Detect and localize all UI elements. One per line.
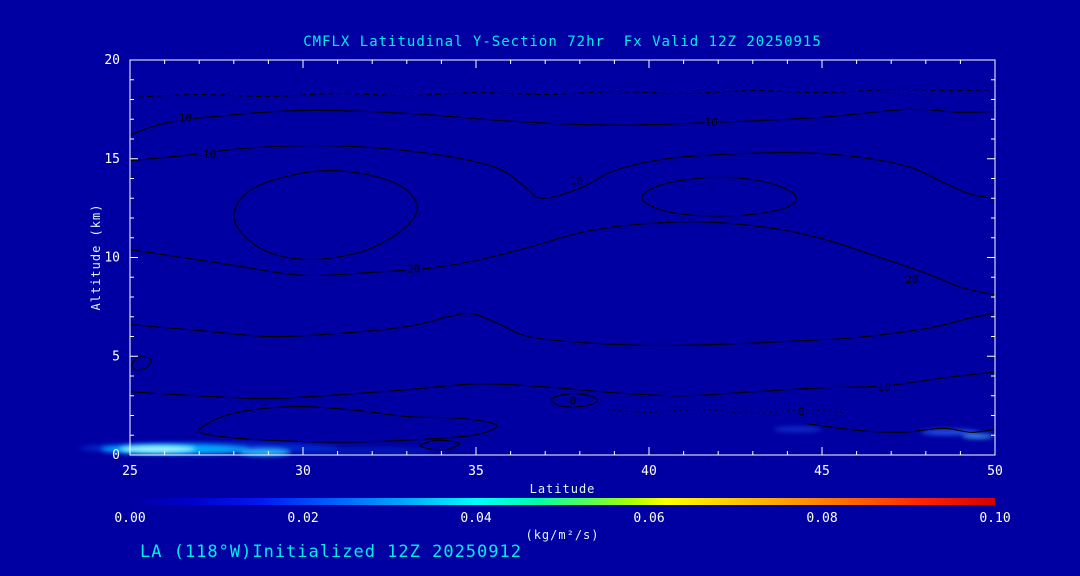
colorbar-tick-label: 0.00 xyxy=(114,511,145,526)
colorbar-tick-label: 0.02 xyxy=(287,511,318,526)
x-tick-label: 45 xyxy=(814,464,830,479)
flux-hotspot xyxy=(962,433,994,439)
flux-hotspot xyxy=(920,429,980,436)
x-tick-label: 35 xyxy=(468,464,484,479)
colorbar-tick-label: 0.10 xyxy=(979,511,1010,526)
footer-caption: LA (118°W)Initialized 12Z 20250912 xyxy=(140,542,522,562)
contour-line xyxy=(804,422,996,433)
contour-line xyxy=(129,108,996,136)
colorbar-tick-label: 0.08 xyxy=(806,511,837,526)
contour-label: 10 xyxy=(878,381,891,394)
x-tick-label: 40 xyxy=(641,464,657,479)
colorbar-tick-label: 0.04 xyxy=(460,511,491,526)
x-tick-label: 25 xyxy=(122,464,138,479)
x-tick-label: 30 xyxy=(295,464,311,479)
contour-line xyxy=(129,312,996,347)
contour-line xyxy=(129,371,996,400)
contour-line xyxy=(129,89,996,99)
contour-label: 20 xyxy=(407,262,420,275)
flux-hotspot xyxy=(296,447,435,455)
contour-label: 10 xyxy=(705,116,718,129)
flux-hotspot xyxy=(119,445,196,453)
plot-frame xyxy=(129,59,996,456)
contour-line xyxy=(198,406,498,443)
colorbar-tick-label: 0.06 xyxy=(633,511,664,526)
y-tick-label: 15 xyxy=(104,152,120,167)
contour-label: 0 xyxy=(570,395,577,408)
contour-line xyxy=(129,221,996,296)
x-tick-label: 50 xyxy=(987,464,1003,479)
y-tick-label: 20 xyxy=(104,53,120,68)
y-tick-label: 10 xyxy=(104,251,120,266)
contour-label: 10 xyxy=(179,111,192,124)
contour-line xyxy=(233,170,418,261)
contour-label: 0 xyxy=(798,406,805,419)
contour-line xyxy=(607,409,850,415)
contour-label: 10 xyxy=(203,148,216,161)
colorbar xyxy=(130,498,995,505)
contour-label: 10 xyxy=(570,174,583,187)
contour-line xyxy=(551,393,599,408)
contour-line xyxy=(129,145,996,199)
contour-label: 20 xyxy=(905,273,918,286)
contour-line xyxy=(131,356,152,371)
colorbar-unit-label: (kg/m²/s) xyxy=(525,528,600,542)
chart-title: CMFLX Latitudinal Y-Section 72hr Fx Vali… xyxy=(303,34,822,50)
flux-hotspot xyxy=(238,448,291,456)
flux-hotspot xyxy=(773,426,823,433)
x-axis-label: Latitude xyxy=(529,482,596,496)
y-axis-label: Altitude (km) xyxy=(89,203,103,311)
y-tick-label: 0 xyxy=(112,448,120,463)
contour-line xyxy=(419,439,460,451)
contour-line xyxy=(641,176,797,217)
y-tick-label: 5 xyxy=(112,349,120,364)
